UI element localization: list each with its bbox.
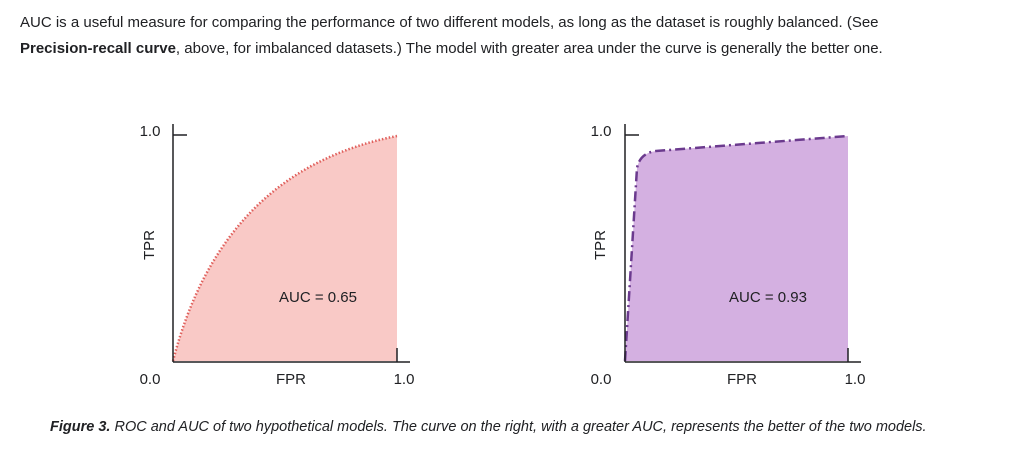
auc-area <box>625 136 848 361</box>
tick-label: 0.0 <box>591 371 612 388</box>
axis-title: FPR <box>276 371 306 388</box>
axis-title: TPR <box>141 230 158 260</box>
tick-label: 0.0 <box>140 371 161 388</box>
auc-area <box>173 136 397 361</box>
axis-title: FPR <box>727 371 757 388</box>
annotation: AUC = 0.93 <box>729 289 807 306</box>
axis-title: TPR <box>592 230 609 260</box>
tick-label: 1.0 <box>140 123 161 140</box>
paragraph-text: AUC is a useful measure for comparing th… <box>20 14 879 31</box>
tick-label: 1.0 <box>845 371 866 388</box>
figure: 1.0 TPR 0.0 FPR 1.0 AUC = 0.65 <box>140 123 415 388</box>
caption-text: ROC and AUC of two hypothetical models. … <box>114 419 927 435</box>
tick-label: 1.0 <box>394 371 415 388</box>
paragraph-text: , above, for imbalanced datasets.) The m… <box>175 40 883 57</box>
figure: 1.0 TPR 0.0 FPR 1.0 AUC = 0.93 <box>591 123 866 388</box>
tick-label: 1.0 <box>591 123 612 140</box>
caption: Figure 3. ROC and AUC of two hypothetica… <box>50 419 927 435</box>
caption-label: Figure 3. <box>50 419 111 435</box>
paragraph: AUC is a useful measure for comparing th… <box>20 10 1000 62</box>
roc-curve <box>623 134 849 362</box>
link-text: Precision-recall curve <box>20 40 176 57</box>
annotation: AUC = 0.65 <box>279 289 357 306</box>
roc-curve <box>171 134 398 362</box>
